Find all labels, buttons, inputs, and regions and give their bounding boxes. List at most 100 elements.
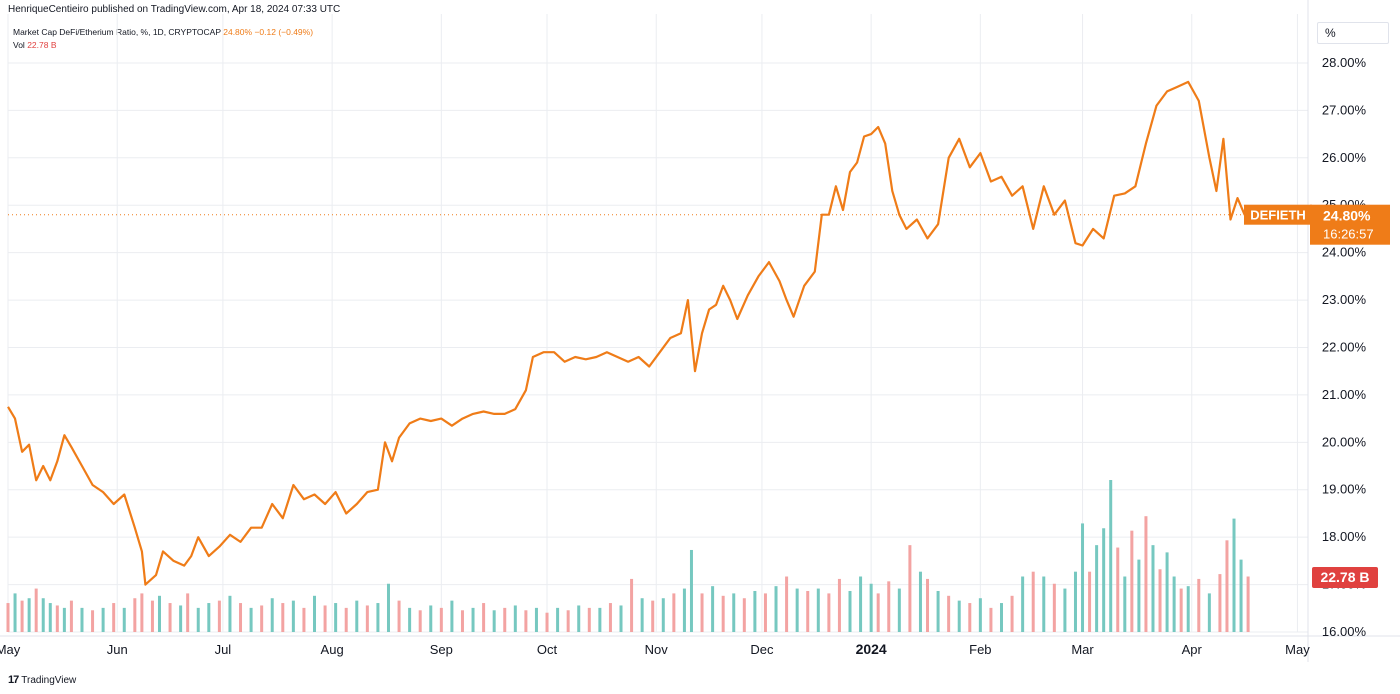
volume-bar [721, 595, 725, 632]
volume-bar [91, 610, 95, 632]
volume-bar [1081, 523, 1085, 632]
volume-bar [122, 607, 126, 632]
volume-bar [732, 593, 736, 632]
volume-bar [827, 593, 831, 632]
volume-bar [682, 588, 686, 632]
volume-bar [503, 607, 507, 632]
volume-bar [48, 603, 52, 632]
series-change: −0.12 (−0.49%) [254, 27, 314, 37]
volume-bar [763, 593, 767, 632]
volume-bar [876, 593, 880, 632]
volume-bar [908, 545, 912, 632]
y-tick-label: 24.00% [1322, 245, 1367, 260]
x-tick-label: Feb [969, 642, 991, 657]
volume-bar [207, 603, 211, 632]
volume-bar [249, 607, 253, 632]
tradingview-brand-text: TradingView [21, 674, 77, 686]
volume-bar [20, 600, 24, 632]
volume-bar [534, 607, 538, 632]
volume-bar [742, 598, 746, 632]
volume-bar [6, 603, 10, 632]
volume-value: 22.78 B [27, 40, 57, 50]
volume-bar [968, 603, 972, 632]
volume-bar [1179, 588, 1183, 632]
volume-bar [936, 590, 940, 632]
volume-bar [69, 600, 73, 632]
volume-bar [101, 607, 105, 632]
volume-bar [1109, 480, 1113, 632]
volume-bar [1042, 576, 1046, 632]
x-tick-label: Nov [645, 642, 669, 657]
volume-bar [837, 578, 841, 632]
volume-bar [1095, 545, 1099, 632]
volume-bar [168, 603, 172, 632]
x-tick-label: May [0, 642, 21, 657]
volume-bar [344, 607, 348, 632]
volume-bar [947, 595, 951, 632]
series-value: 24.80% [223, 27, 253, 37]
last-price-value: 24.80% [1323, 208, 1371, 224]
percent-scale-button[interactable]: % [1317, 22, 1389, 44]
tradingview-logo-icon: 17 [8, 674, 19, 686]
volume-bar [651, 600, 655, 632]
volume-bar [711, 586, 715, 632]
volume-bar [700, 593, 704, 632]
volume-bar [291, 600, 295, 632]
volume-bar [556, 607, 560, 632]
volume-bar [795, 588, 799, 632]
volume-bar [689, 549, 693, 632]
volume-bar [217, 600, 221, 632]
volume-bar [848, 590, 852, 632]
volume-bar [1063, 588, 1067, 632]
volume-bar [429, 605, 433, 632]
volume-bar [41, 598, 45, 632]
volume-bar [1102, 528, 1106, 632]
volume-bar [859, 576, 863, 632]
volume-bar [408, 607, 412, 632]
volume-bar [55, 605, 59, 632]
volume-bar [1218, 574, 1222, 632]
volume-bar [989, 607, 993, 632]
volume-bar [1130, 530, 1134, 632]
y-tick-label: 28.00% [1322, 55, 1367, 70]
volume-bar [1144, 516, 1148, 632]
volume-bar [753, 590, 757, 632]
volume-bar [150, 600, 154, 632]
ticker-badge-label: DEFIETH [1250, 208, 1306, 223]
volume-bar [869, 583, 873, 632]
volume-bar [140, 593, 144, 632]
volume-bar [1165, 552, 1169, 632]
volume-bar [1207, 593, 1211, 632]
volume-bar [471, 607, 475, 632]
ticker-badge[interactable] [1244, 204, 1312, 225]
volume-bar [365, 605, 369, 632]
x-tick-label: Apr [1182, 642, 1203, 657]
volume-bar [774, 586, 778, 632]
volume-bar [1010, 595, 1014, 632]
volume-bar [62, 607, 66, 632]
volume-bar [619, 605, 623, 632]
volume-bar [334, 603, 338, 632]
volume-bar [816, 588, 820, 632]
x-tick-label: Jun [107, 642, 128, 657]
volume-bar [196, 607, 200, 632]
y-tick-label: 27.00% [1322, 102, 1367, 117]
volume-bar [397, 600, 401, 632]
tradingview-logo[interactable]: 17 TradingView [8, 674, 76, 686]
volume-bar [887, 581, 891, 632]
volume-bar [13, 593, 17, 632]
volume-bar [386, 583, 390, 632]
volume-bar [450, 600, 454, 632]
volume-bar [1186, 586, 1190, 632]
bar-countdown: 16:26:57 [1323, 227, 1374, 242]
volume-bar [661, 598, 665, 632]
volume-bar [1172, 576, 1176, 632]
volume-bar [34, 588, 38, 632]
volume-legend-row[interactable]: Vol 22.78 B [13, 39, 313, 52]
volume-bar [80, 607, 84, 632]
volume-bar [1123, 576, 1127, 632]
volume-bar [1031, 571, 1035, 632]
volume-bar [157, 595, 161, 632]
y-tick-label: 23.00% [1322, 292, 1367, 307]
